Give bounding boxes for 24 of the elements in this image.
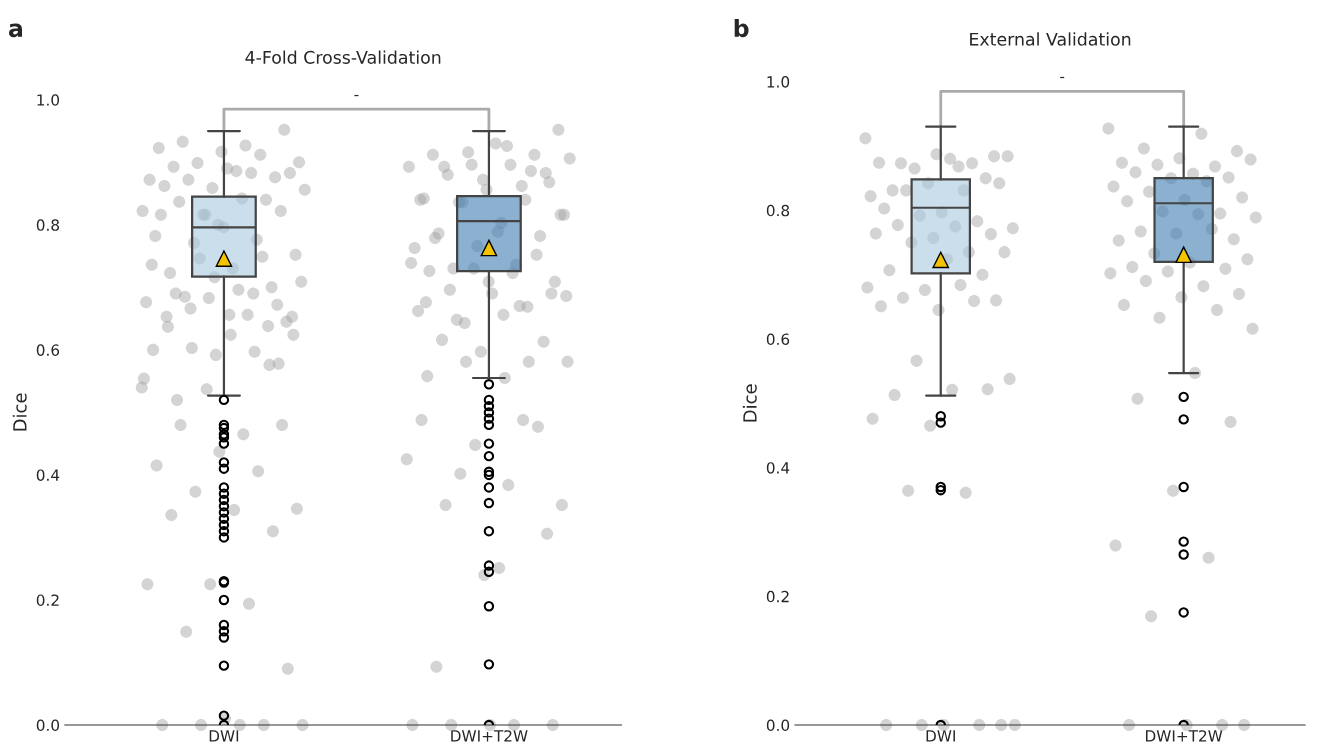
y-tick-label: 1.0	[37, 94, 60, 106]
y-tick-label: 0.6	[36, 344, 60, 356]
text: -	[354, 94, 359, 97]
x-tick-label: DWI	[926, 730, 955, 742]
chart-title: External Validation	[970, 32, 1131, 46]
y-tick-label: 0.4	[766, 462, 790, 474]
y-tick-label: 0.2	[36, 594, 59, 606]
x-tick-label: DWI+T2W	[451, 730, 528, 742]
y-tick-label: 0.8	[36, 219, 60, 231]
chart-title: 4-Fold Cross-Validation	[245, 50, 441, 64]
y-tick-label: 0.6	[766, 333, 790, 346]
x-tick-label: DWI+T2W	[1146, 730, 1223, 742]
text: a	[8, 23, 23, 38]
text: -	[1060, 76, 1065, 79]
y-tick-label: 0.8	[766, 204, 790, 217]
y-axis-title: Dice	[12, 393, 27, 431]
y-axis-title: Dice	[742, 384, 757, 422]
y-tick-label: 0.0	[766, 719, 790, 732]
y-tick-label: 0.2	[766, 590, 789, 603]
x-tick-label: DWI	[209, 730, 239, 742]
y-tick-label: 0.0	[36, 719, 60, 732]
text: b	[734, 18, 749, 38]
y-tick-label: 1.0	[767, 76, 790, 88]
y-tick-label: 0.4	[36, 469, 60, 481]
